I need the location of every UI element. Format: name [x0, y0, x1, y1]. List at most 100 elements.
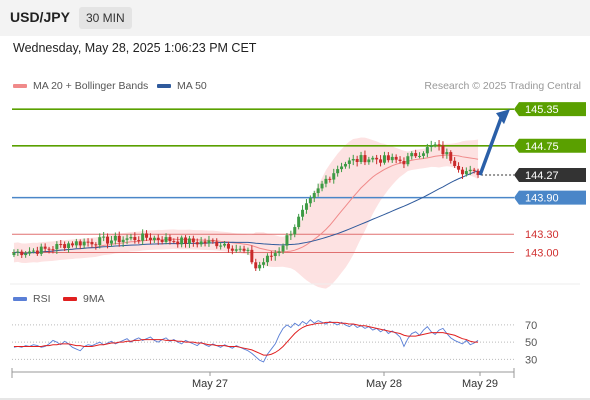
candle-body: [195, 242, 199, 245]
candle-body: [375, 157, 379, 160]
candle-body: [74, 241, 78, 246]
candle-body: [269, 255, 273, 257]
candle-body: [172, 241, 176, 243]
candle-body: [16, 251, 20, 253]
candle-body: [386, 155, 390, 161]
candle-body: [145, 233, 149, 238]
candle-body: [258, 264, 262, 269]
candle-body: [238, 248, 242, 250]
candle-body: [262, 262, 266, 265]
rsi-tick-1: 50: [525, 337, 537, 349]
candle-body: [125, 238, 129, 240]
forecast-arrow-shaft: [478, 117, 503, 176]
candle-body: [199, 241, 203, 245]
candle-body: [304, 203, 308, 210]
candle-body: [51, 249, 55, 251]
forecast-arrow-head: [496, 109, 510, 125]
candle-body: [382, 155, 386, 163]
candle-body: [371, 157, 375, 160]
ma50-line: [13, 170, 479, 254]
candle-body: [468, 169, 472, 172]
candle-body: [129, 237, 133, 239]
candle-body: [152, 237, 156, 240]
candle-body: [464, 171, 468, 175]
rsi-9ma-line: [13, 321, 479, 356]
candle-body: [332, 173, 336, 180]
candle-body: [109, 240, 113, 244]
legend-ma20-label: MA 20 + Bollinger Bands: [33, 80, 149, 92]
candle-body: [308, 198, 312, 204]
datetime-label: Wednesday, May 28, 2025 1:06:23 PM CET: [13, 41, 257, 55]
candle-body: [347, 160, 351, 164]
legend-rsi: RSI: [13, 293, 51, 305]
candle-body: [277, 251, 281, 254]
candle-body: [121, 239, 125, 243]
candle-body: [90, 241, 94, 245]
candle-body: [320, 183, 324, 189]
candle-body: [351, 158, 355, 161]
candle-body: [203, 241, 207, 244]
candle-body: [156, 237, 160, 241]
candle-body: [215, 241, 219, 247]
candle-body: [102, 236, 106, 238]
candle-body: [86, 241, 90, 243]
candle-body: [207, 240, 211, 244]
candle-body: [94, 244, 98, 246]
title-bar: USD/JPY 30 MIN: [0, 0, 590, 36]
candle-body: [12, 252, 16, 256]
candle-body: [433, 144, 437, 146]
legend-ma50-label: MA 50: [177, 80, 207, 92]
candle-body: [328, 178, 332, 180]
level-0-text: 145.35: [525, 104, 559, 116]
candle-body: [297, 216, 301, 228]
candle-body: [113, 235, 117, 241]
candle-body: [316, 188, 320, 194]
legend-9ma-label: 9MA: [83, 293, 105, 305]
candle-body: [133, 237, 137, 241]
candle-body: [24, 253, 28, 256]
ma50-swatch: [157, 84, 171, 88]
candle-body: [35, 250, 39, 254]
candle-body: [281, 245, 285, 252]
candle-body: [59, 244, 63, 246]
candle-body: [441, 145, 445, 155]
timeframe-button[interactable]: 30 MIN: [79, 7, 132, 29]
candle-body: [67, 243, 71, 249]
candle-body: [98, 237, 102, 246]
candle-body: [457, 165, 461, 170]
copyright-label: Research © 2025 Trading Central: [424, 80, 581, 92]
candle-body: [180, 237, 184, 245]
candle-body: [367, 159, 371, 163]
candle-body: [472, 169, 476, 171]
candle-body: [211, 240, 215, 242]
level-1-text: 144.75: [525, 141, 559, 153]
candle-body: [421, 153, 425, 156]
candle-body: [31, 250, 35, 252]
ma9-swatch: [63, 297, 77, 301]
candle-body: [223, 243, 227, 246]
candle-body: [63, 244, 67, 249]
x-tick-label-1: May 28: [366, 378, 402, 390]
candle-body: [340, 166, 344, 170]
bottom-frame: [0, 398, 590, 400]
candle-body: [293, 227, 297, 235]
candle-body: [425, 147, 429, 154]
candle-body: [250, 249, 254, 263]
candle-body: [398, 159, 402, 161]
candle-body: [418, 155, 422, 157]
candle-body: [246, 249, 250, 251]
candle-body: [164, 237, 168, 242]
candle-body: [359, 155, 363, 162]
candle-body: [410, 153, 414, 157]
level-2-text: 143.90: [525, 193, 559, 205]
x-tick-label-0: May 27: [192, 378, 228, 390]
candle-body: [414, 153, 418, 157]
candle-body: [324, 178, 328, 184]
candle-body: [55, 244, 59, 250]
ma20-swatch: [13, 84, 27, 88]
candle-body: [106, 236, 110, 244]
candle-body: [449, 152, 453, 161]
candle-body: [379, 159, 383, 163]
rsi-swatch: [13, 297, 27, 301]
candle-body: [43, 246, 47, 249]
